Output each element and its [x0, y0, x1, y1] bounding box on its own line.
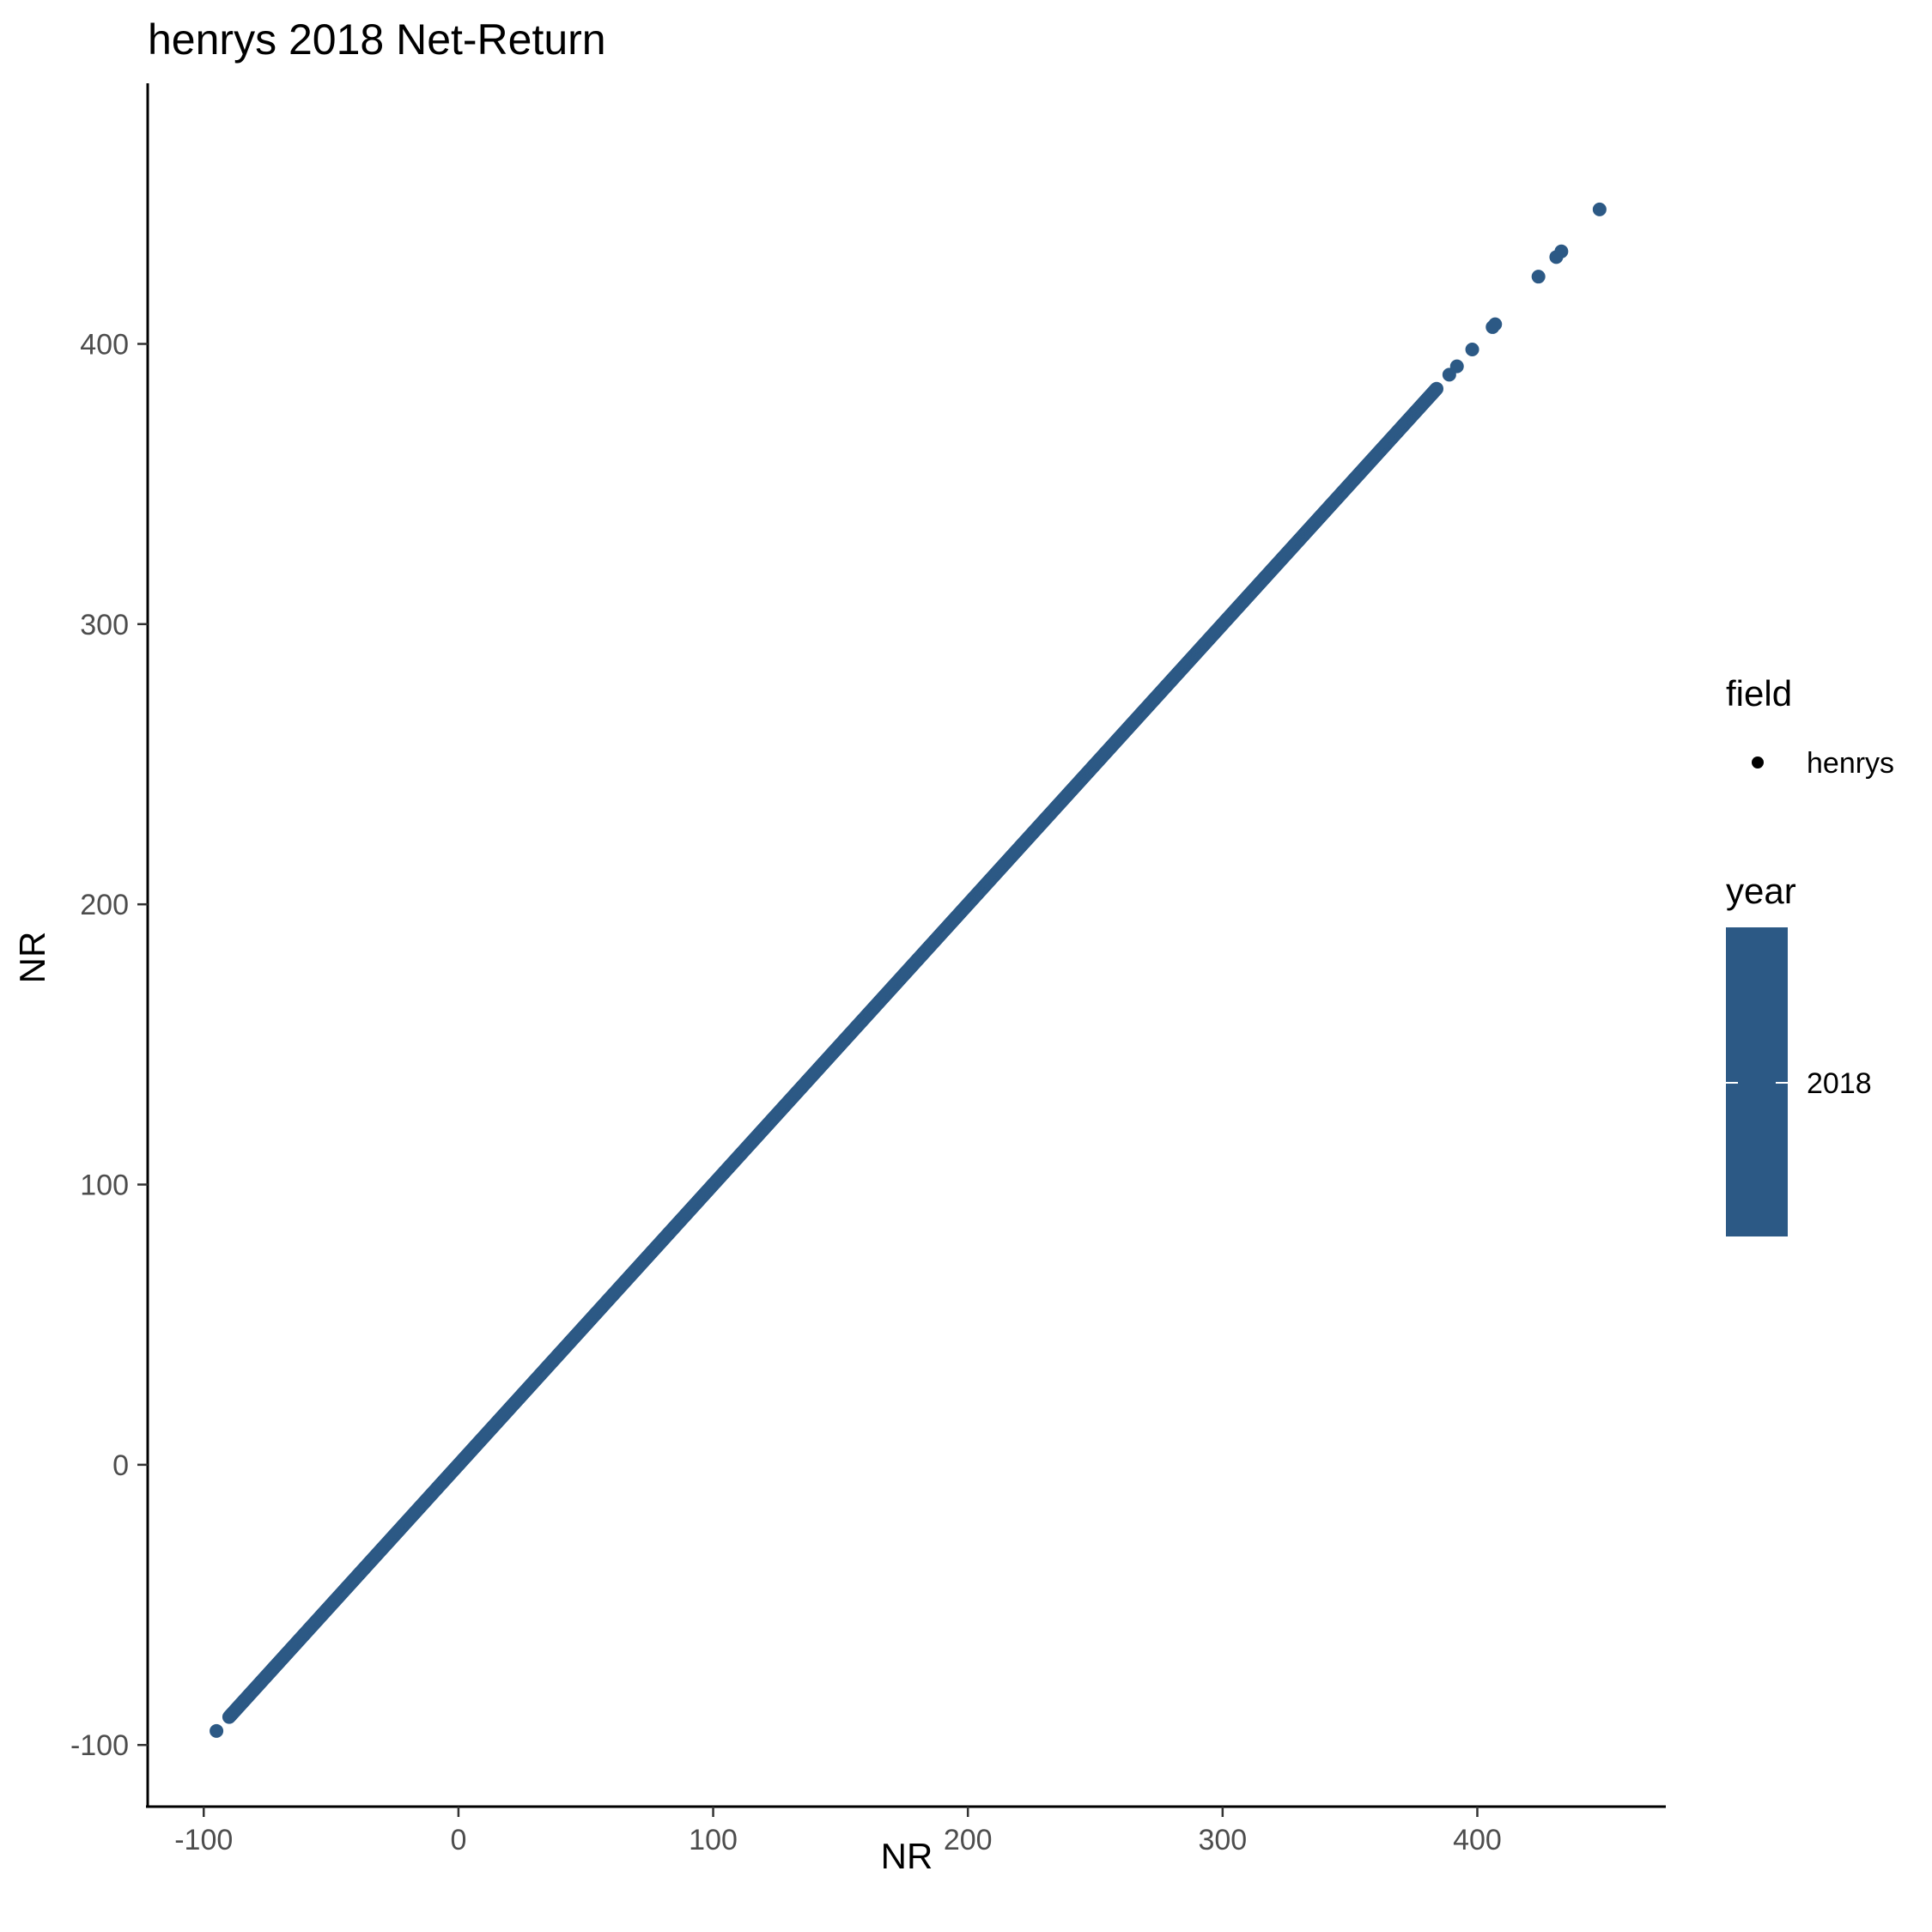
- x-axis-title: NR: [881, 1836, 933, 1876]
- data-point-outlier: [1554, 244, 1569, 258]
- legend-year-title: year: [1726, 871, 1796, 911]
- data-point-outlier: [210, 1723, 224, 1738]
- x-tick-label: 200: [944, 1824, 993, 1856]
- y-tick-label: 0: [112, 1449, 129, 1482]
- y-tick-label: 400: [80, 328, 129, 361]
- legend-field-key: [1752, 756, 1764, 769]
- data-point-outlier: [1531, 270, 1546, 284]
- legend-field-label: henrys: [1807, 747, 1894, 780]
- y-tick-label: 200: [80, 889, 129, 921]
- data-points: [210, 202, 1607, 1738]
- data-point: [1430, 381, 1444, 396]
- y-tick-label: -100: [70, 1729, 129, 1762]
- x-tick-label: 300: [1198, 1824, 1247, 1856]
- data-point-outlier: [1465, 343, 1479, 357]
- legend-year-label: 2018: [1807, 1067, 1872, 1100]
- data-point-outlier: [1592, 202, 1607, 216]
- x-tick-label: -100: [174, 1824, 233, 1856]
- x-tick-label: 400: [1453, 1824, 1502, 1856]
- x-axis-ticks: -100 0 100 200 300 400: [174, 1807, 1502, 1856]
- legend-field-title: field: [1726, 673, 1792, 714]
- y-tick-label: 300: [80, 609, 129, 641]
- data-point-outlier: [1449, 359, 1464, 374]
- y-axis-title: NR: [12, 932, 52, 984]
- y-tick-label: 100: [80, 1170, 129, 1202]
- legend: field henrys year 2018: [1726, 673, 1894, 1236]
- chart-title: henrys 2018 Net-Return: [148, 15, 606, 64]
- y-axis-ticks: -100 0 100 200 300 400: [70, 328, 148, 1762]
- x-tick-label: 100: [689, 1824, 738, 1856]
- x-tick-label: 0: [450, 1824, 466, 1856]
- data-point-outlier: [1488, 317, 1503, 331]
